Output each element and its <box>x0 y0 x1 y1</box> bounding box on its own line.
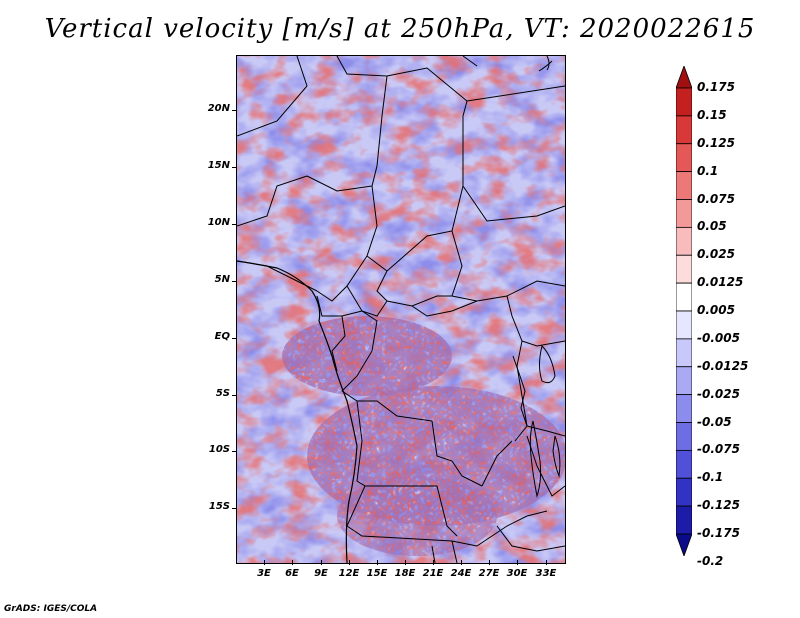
colorbar-level-label: -0.1 <box>697 470 724 485</box>
lat-label: 20N <box>207 103 230 114</box>
colorbar-segment <box>676 226 692 256</box>
lon-label: 9E <box>314 568 328 579</box>
lat-tick <box>232 167 237 168</box>
colorbar-level-label: -0.075 <box>697 442 740 457</box>
colorbar-segment <box>676 254 692 284</box>
colorbar-segment <box>676 338 692 368</box>
lon-tick <box>292 560 293 565</box>
lon-label: 3E <box>257 568 271 579</box>
colorbar-segment <box>676 505 692 535</box>
lon-tick <box>461 560 462 565</box>
colorbar-level-label: 0.1 <box>697 163 719 178</box>
lon-tick <box>264 560 265 565</box>
lon-label: 33E <box>535 568 557 579</box>
colorbar-max-arrow <box>676 66 692 89</box>
colorbar-segment <box>676 171 692 200</box>
lon-tick <box>377 560 378 565</box>
convective-speckle-zone <box>237 56 565 563</box>
lat-tick <box>232 281 237 282</box>
colorbar-segment <box>676 366 692 396</box>
vertical-velocity-field <box>237 56 565 563</box>
lon-label: 27E <box>478 568 500 579</box>
colorbar-level-label: 0.075 <box>697 191 735 206</box>
colorbar-level-label: -0.2 <box>697 553 724 568</box>
colorbar-level-label: 0.005 <box>697 303 735 317</box>
colorbar-segment <box>676 199 692 228</box>
colorbar-segment <box>676 115 692 145</box>
colorbar-segment <box>676 477 692 507</box>
colorbar-segment <box>676 310 692 340</box>
lon-tick <box>489 560 490 565</box>
lat-label: 10S <box>208 444 230 455</box>
lon-tick <box>517 560 518 565</box>
lat-tick <box>232 451 237 452</box>
grads-credit: GrADS: IGES/COLA <box>4 604 98 614</box>
lon-label: 6E <box>285 568 299 579</box>
colorbar-level-label: 0.175 <box>697 80 735 94</box>
colorbar-min-arrow <box>676 533 692 556</box>
lat-label: 5N <box>214 274 230 285</box>
colorbar-segment <box>676 394 692 423</box>
colorbar-level-label: 0.15 <box>697 107 727 122</box>
lon-label: 12E <box>338 568 360 579</box>
colorbar-level-label: 0.05 <box>697 219 727 234</box>
lat-label: 15N <box>207 160 230 171</box>
plot-title: Vertical velocity [m/s] at 250hPa, VT: 2… <box>44 14 756 44</box>
lat-tick <box>232 395 237 396</box>
lon-label: 21E <box>422 568 444 579</box>
colorbar-level-label: 0.0125 <box>697 275 744 290</box>
lat-tick <box>232 224 237 225</box>
map-panel <box>236 55 566 564</box>
colorbar-level-label: -0.05 <box>697 414 732 429</box>
colorbar-segment <box>676 143 692 173</box>
lon-label: 18E <box>394 568 416 579</box>
lon-tick <box>349 560 350 565</box>
lon-tick <box>546 560 547 565</box>
lat-label: 10N <box>207 217 230 228</box>
lon-label: 30E <box>506 568 528 579</box>
lat-tick <box>232 110 237 111</box>
lat-tick <box>232 508 237 509</box>
colorbar-segment <box>676 422 692 451</box>
lon-tick <box>321 560 322 565</box>
lat-label: EQ <box>214 331 230 342</box>
lon-tick <box>433 560 434 565</box>
colorbar <box>676 66 692 556</box>
colorbar-level-label: -0.005 <box>697 330 740 345</box>
colorbar-level-label: -0.025 <box>697 386 740 401</box>
lon-label: 15E <box>366 568 388 579</box>
colorbar-segment <box>676 449 692 479</box>
colorbar-level-label: -0.125 <box>697 498 740 513</box>
lat-label: 15S <box>208 501 230 512</box>
colorbar-level-label: 0.025 <box>697 247 735 262</box>
lat-tick <box>232 338 237 339</box>
lon-tick <box>405 560 406 565</box>
colorbar-segment <box>676 282 692 312</box>
colorbar-level-label: -0.0125 <box>697 358 749 373</box>
colorbar-level-label: 0.125 <box>697 135 735 150</box>
country-borders <box>237 56 565 563</box>
lon-label: 24E <box>450 568 472 579</box>
lat-label: 5S <box>215 388 230 399</box>
colorbar-segment <box>676 87 692 117</box>
colorbar-level-label: -0.175 <box>697 526 740 540</box>
